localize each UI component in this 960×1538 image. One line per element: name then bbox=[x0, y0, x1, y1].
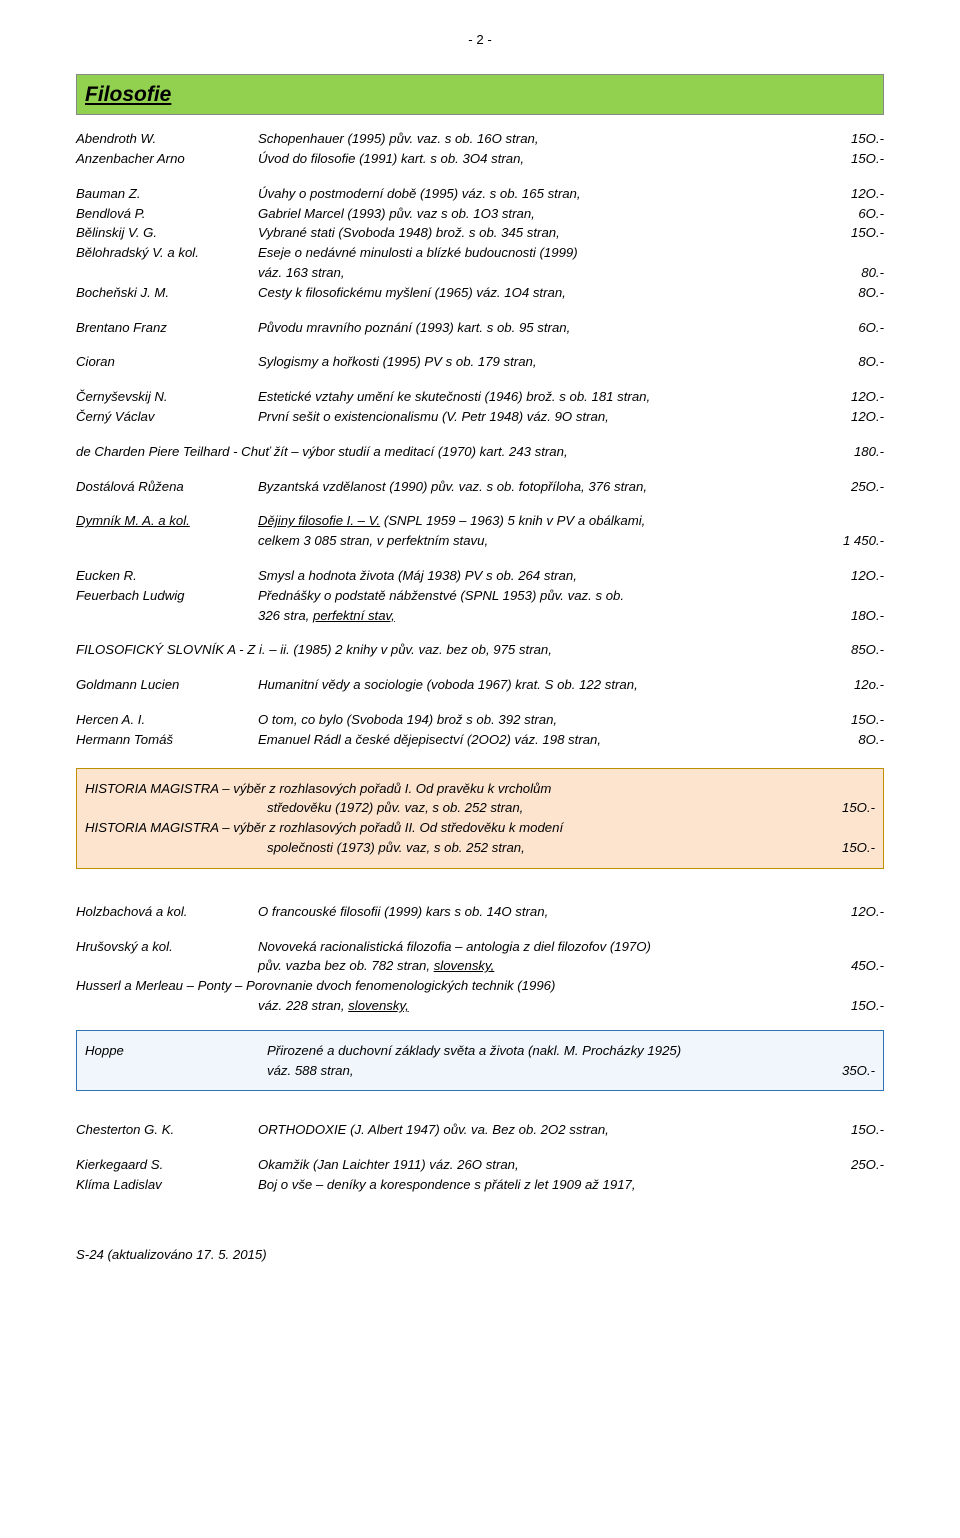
entry-row: Černý VáclavPrvní sešit o existencionali… bbox=[76, 407, 884, 427]
section-title: Filosofie bbox=[76, 74, 884, 116]
entry-row: Bocheňski J. M.Cesty k filosofickému myš… bbox=[76, 283, 884, 303]
entry-dymnik-2: celkem 3 085 stran, v perfektním stavu, … bbox=[76, 531, 884, 551]
entry-row: Bělohradský V. a kol.Eseje o nedávné min… bbox=[76, 243, 884, 263]
entry-feuerbach-2: 326 stra, perfektní stav, 18O.- bbox=[76, 606, 884, 626]
entry-filoslovnik: FILOSOFICKÝ SLOVNÍK A - Z i. – ii. (1985… bbox=[76, 640, 884, 660]
entry-dymnik-1: Dymník M. A. a kol. Dějiny filosofie I. … bbox=[76, 511, 884, 531]
page-number: - 2 - bbox=[76, 30, 884, 50]
entry-row: Dostálová RůženaByzantská vzdělanost (19… bbox=[76, 477, 884, 497]
entry-row: CioranSylogismy a hořkosti (1995) PV s o… bbox=[76, 352, 884, 372]
entry-row: Holzbachová a kol.O francouské filosofii… bbox=[76, 902, 884, 922]
entry-row: Feuerbach LudwigPřednášky o podstatě náb… bbox=[76, 586, 884, 606]
entry-row: Eucken R.Smysl a hodnota života (Máj 193… bbox=[76, 566, 884, 586]
highlight-historia: HISTORIA MAGISTRA – výběr z rozhlasových… bbox=[76, 768, 884, 869]
entry-row: Bauman Z.Úvahy o postmoderní době (1995)… bbox=[76, 184, 884, 204]
entry-row: Goldmann LucienHumanitní vědy a sociolog… bbox=[76, 675, 884, 695]
entry-row: Bělinskij V. G.Vybrané stati (Svoboda 19… bbox=[76, 223, 884, 243]
entry-hrusovsky-2: pův. vazba bez ob. 782 stran, slovensky,… bbox=[76, 956, 884, 976]
entry-charden: de Charden Piere Teilhard - Chuť žít – v… bbox=[76, 442, 884, 462]
entry-row: Hermann TomášEmanuel Rádl a české dějepi… bbox=[76, 730, 884, 750]
entry-row: Abendroth W.Schopenhauer (1995) pův. vaz… bbox=[76, 129, 884, 149]
entry-row: Klíma LadislavBoj o vše – deníky a kores… bbox=[76, 1175, 884, 1195]
entry-row: váz. 163 stran,80.- bbox=[76, 263, 884, 283]
entry-row: Brentano FranzPůvodu mravního poznání (1… bbox=[76, 318, 884, 338]
entry-row: Černyševskij N.Estetické vztahy umění ke… bbox=[76, 387, 884, 407]
entry-hrusovsky-1: Hrušovský a kol. Novoveká racionalistick… bbox=[76, 937, 884, 957]
entry-husserl-1: Husserl a Merleau – Ponty – Porovnanie d… bbox=[76, 976, 884, 996]
entry-row: Bendlová P.Gabriel Marcel (1993) pův. va… bbox=[76, 204, 884, 224]
entry-row: Hercen A. I.O tom, co bylo (Svoboda 194)… bbox=[76, 710, 884, 730]
entry-husserl-2: váz. 228 stran, slovensky, 15O.- bbox=[76, 996, 884, 1016]
footer-text: S-24 (aktualizováno 17. 5. 2015) bbox=[76, 1245, 884, 1265]
entry-row: Chesterton G. K.ORTHODOXIE (J. Albert 19… bbox=[76, 1120, 884, 1140]
highlight-hoppe: Hoppe Přirozené a duchovní základy světa… bbox=[76, 1030, 884, 1092]
entry-row: Anzenbacher ArnoÚvod do filosofie (1991)… bbox=[76, 149, 884, 169]
entry-row: Kierkegaard S.Okamžik (Jan Laichter 1911… bbox=[76, 1155, 884, 1175]
